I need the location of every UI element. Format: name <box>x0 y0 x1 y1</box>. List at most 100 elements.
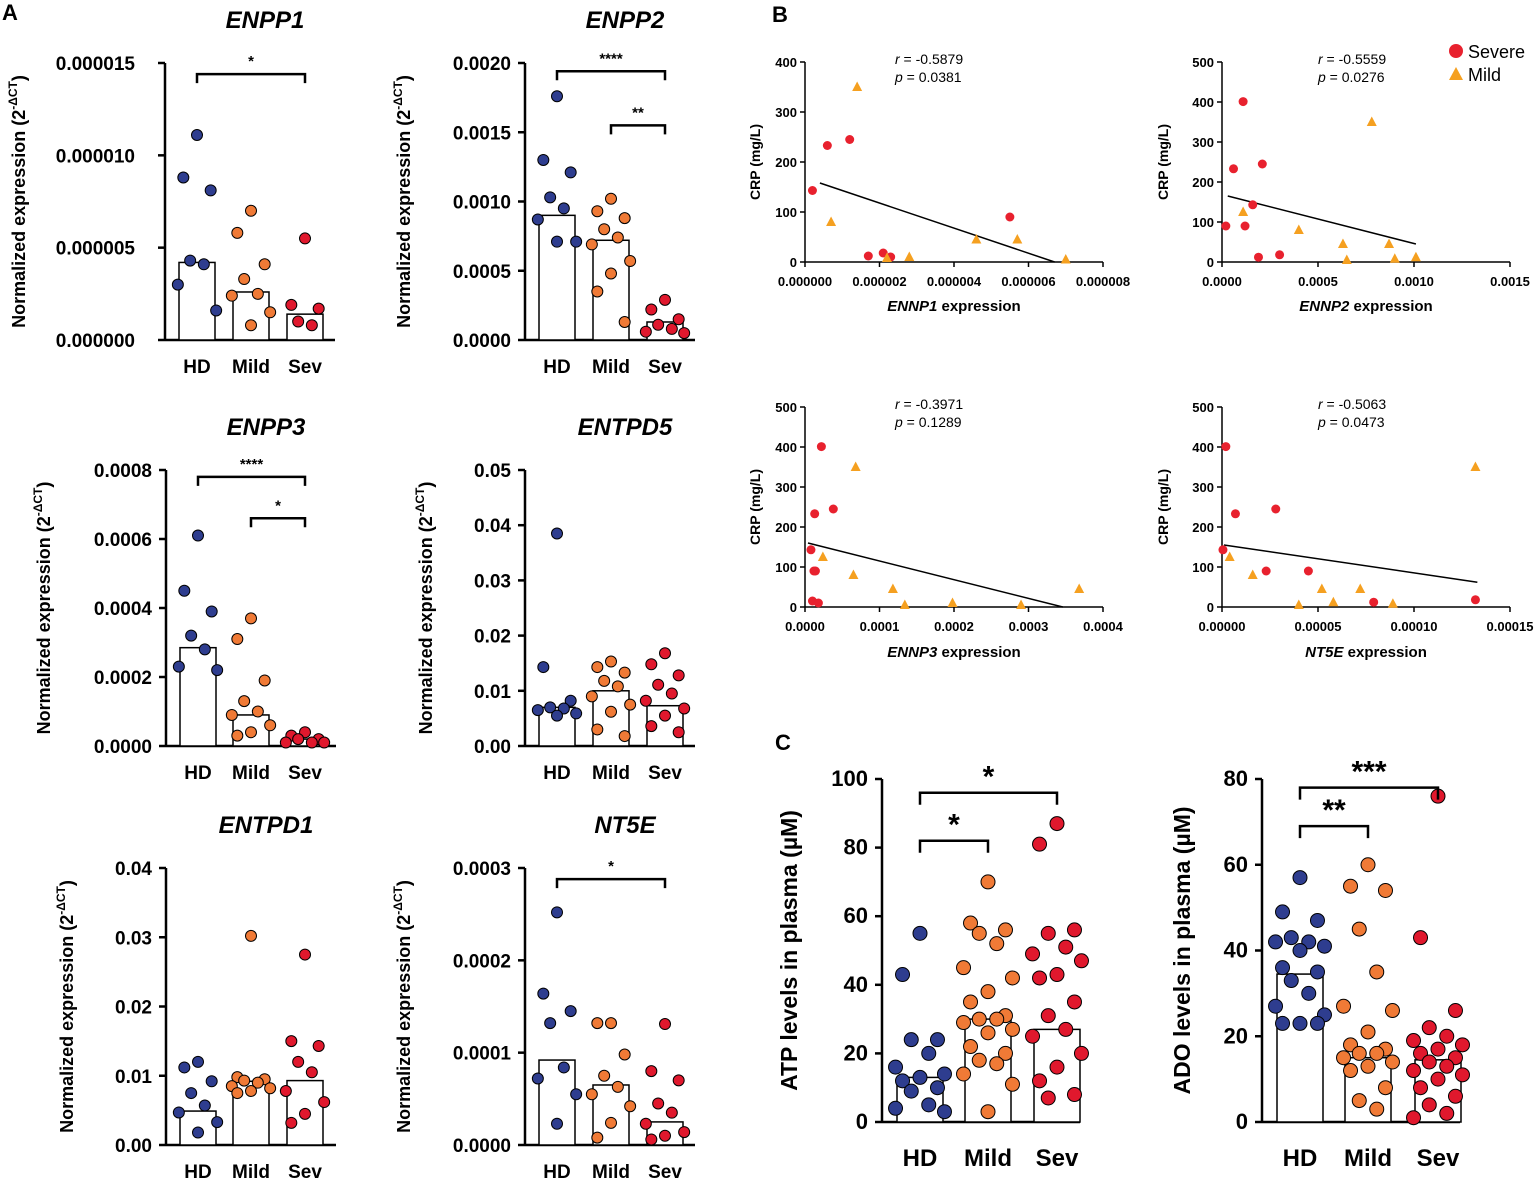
regression-line <box>807 542 1063 608</box>
point-mild <box>591 285 604 298</box>
point-hd <box>551 906 563 919</box>
point-sev <box>1406 1033 1422 1049</box>
x-axis-label-gene: ENNP2 <box>1299 298 1350 315</box>
point-mild <box>618 730 631 743</box>
y-axis-label-unit: (2 <box>394 110 414 126</box>
point-hd <box>192 1126 204 1139</box>
point-mild <box>245 204 257 217</box>
point-mild <box>1293 599 1304 609</box>
y-tick-label: 0.0010 <box>453 193 511 214</box>
correlation-p-symbol: p <box>1317 414 1326 430</box>
point-hd <box>557 702 570 715</box>
x-tick-label: 0.000002 <box>852 274 906 289</box>
point-sev <box>1066 922 1082 938</box>
point-hd <box>936 1066 952 1082</box>
x-tick-label: 0.0000 <box>1202 274 1242 289</box>
point-mild <box>980 984 996 1000</box>
point-sev <box>659 293 671 306</box>
point-mild <box>1384 1003 1400 1019</box>
point-severe <box>807 186 817 195</box>
y-tick-label: 0 <box>1236 1109 1248 1134</box>
point-mild <box>231 729 244 742</box>
point-sev <box>645 1133 658 1146</box>
point-mild <box>258 674 271 687</box>
y-tick-label: 0 <box>790 600 797 615</box>
point-sev <box>1430 1071 1446 1087</box>
y-tick-label: 500 <box>1192 400 1214 415</box>
y-tick-label: 0.01 <box>115 1067 152 1088</box>
y-axis-label: Normalized expression (2-ΔCT) <box>413 482 436 735</box>
y-axis-label-text: Normalized expression <box>34 532 54 734</box>
point-mild <box>624 698 637 711</box>
x-tick-label: Sev <box>648 763 682 784</box>
significance-bracket <box>1298 824 1370 839</box>
y-axis-label-unit: (2 <box>57 915 77 931</box>
y-axis-label-close: ) <box>57 880 77 886</box>
point-mild <box>989 936 1005 952</box>
point-hd <box>1275 904 1291 920</box>
y-tick-label: 100 <box>831 766 868 791</box>
point-mild <box>264 1082 277 1095</box>
point-hd <box>551 527 563 540</box>
y-tick-label: 200 <box>1192 520 1214 535</box>
x-tick-label: 0.0015 <box>1490 274 1530 289</box>
point-severe <box>1271 504 1281 514</box>
point-mild <box>1351 1093 1367 1109</box>
point-hd <box>197 258 210 271</box>
point-mild <box>251 287 264 300</box>
point-sev <box>1447 1003 1463 1019</box>
point-sev <box>1421 1054 1437 1070</box>
point-sev <box>1040 1008 1056 1024</box>
y-axis-label-sup: -ΔCT <box>391 885 405 914</box>
point-mild <box>997 1045 1013 1061</box>
point-hd <box>198 1099 211 1112</box>
panel-label-c: C <box>775 730 791 755</box>
point-mild <box>1060 254 1071 264</box>
point-mild <box>826 216 837 226</box>
x-axis-label: NT5E expression <box>1305 644 1427 661</box>
x-tick-label: Sev <box>648 1162 682 1179</box>
legend-mild-label: Mild <box>1468 65 1501 85</box>
correlation-r-value: = -0.5559 <box>1323 51 1387 67</box>
point-mild <box>605 192 617 205</box>
point-severe <box>1470 595 1480 605</box>
x-tick-label: Sev <box>288 763 322 784</box>
y-tick-label: 40 <box>844 972 868 997</box>
point-sev <box>1421 1020 1437 1036</box>
point-sev <box>659 1129 671 1142</box>
y-axis-label: ATP levels in plasma (µM) <box>776 810 802 1091</box>
x-tick-label: Mild <box>592 1162 630 1179</box>
x-axis-label: ENNP3 expression <box>887 644 1020 661</box>
x-tick-label: 0.000006 <box>1001 274 1055 289</box>
point-sev <box>1454 1037 1470 1053</box>
point-sev <box>652 318 665 331</box>
point-hd <box>557 202 570 215</box>
chart-entpd1: ENTPD1 0.00 0.01 0.02 0.03 0.04 Normalized exp… <box>54 812 336 1179</box>
chart-nt5e: NT5E 0.0000 0.0001 0.0002 0.0003 Normalized e… <box>391 812 695 1179</box>
x-axis-label-gene: NT5E <box>1305 644 1344 661</box>
point-hd <box>912 1069 928 1085</box>
point-hd <box>192 1055 204 1068</box>
significance-label: ** <box>1322 794 1346 827</box>
point-mild <box>989 1056 1005 1072</box>
y-tick-label: 100 <box>1192 560 1214 575</box>
bar-hd <box>538 214 576 341</box>
x-tick-label: 0.00000 <box>1199 619 1246 634</box>
correlation-r-symbol: r <box>1318 51 1324 67</box>
y-axis-label: ADO levels in plasma (µM) <box>1169 806 1195 1094</box>
significance-label: **** <box>240 456 264 473</box>
y-axis-label-unit: (2 <box>34 516 54 532</box>
chart-atp: 0 20 40 60 80 100 ATP levels in plasma (µM) HD M… <box>776 761 1089 1172</box>
point-mild <box>591 205 604 218</box>
y-tick-label: 0 <box>856 1109 868 1134</box>
correlation-r: r = -0.5063 <box>1318 396 1386 412</box>
chart-entpd5: ENTPD5 0.00 0.01 0.02 0.03 0.04 0.05 Normalized… <box>413 414 695 784</box>
y-tick-label: 0.0005 <box>453 262 512 283</box>
x-tick-label: HD <box>184 763 211 784</box>
point-sev <box>659 1018 671 1031</box>
point-hd <box>551 1117 563 1130</box>
y-axis-label-sup: -ΔCT <box>413 487 427 516</box>
x-tick-label: 0.0001 <box>860 619 900 634</box>
point-hd <box>211 1116 224 1129</box>
point-sev <box>1032 836 1048 852</box>
